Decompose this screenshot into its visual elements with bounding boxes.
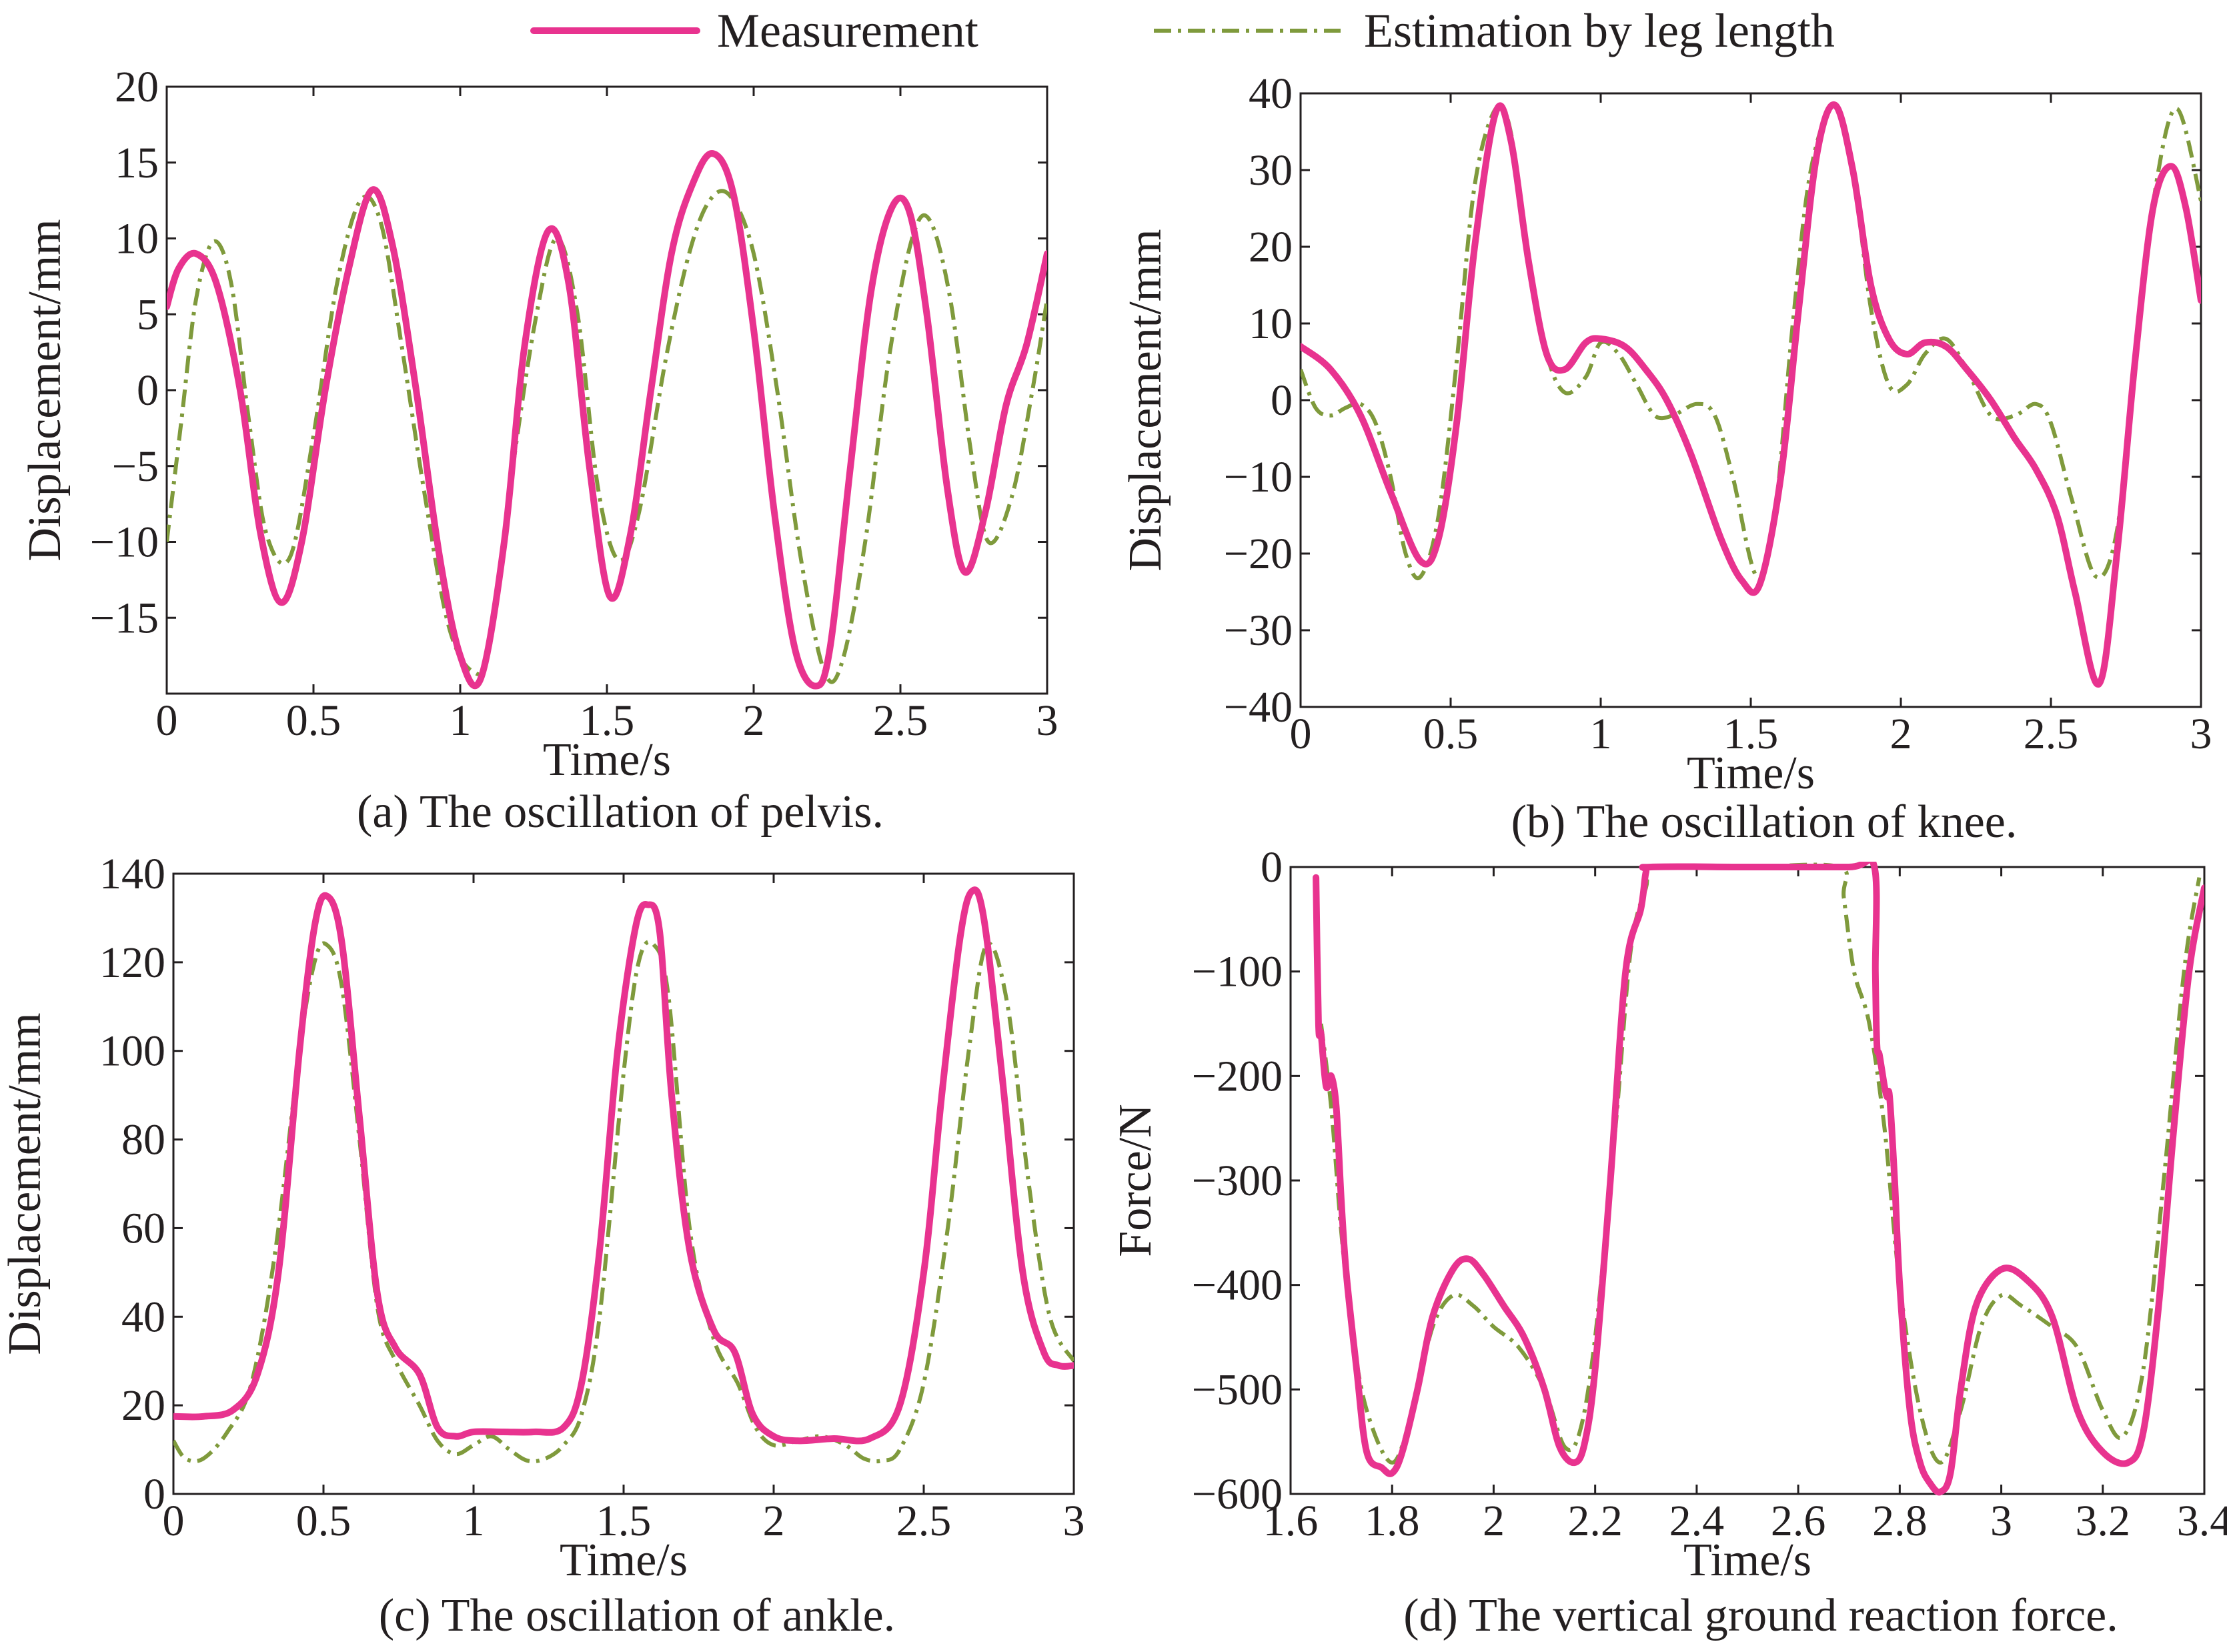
chart-panel-b: 0 0.5 1 1.5 2 2.5 3 40 30 20 10 0 −10 −20 −30 −40 Time/s… xyxy=(1120,69,2212,848)
x-tick-label: 1 xyxy=(1590,710,1612,758)
x-tick-label: 2 xyxy=(1890,710,1912,758)
series-estimation-line xyxy=(167,189,1047,684)
y-tick-label: 10 xyxy=(115,215,159,263)
y-tick-label: −300 xyxy=(1192,1156,1283,1205)
y-tick-label: −20 xyxy=(1224,530,1293,578)
x-tick-label: 3 xyxy=(1990,1497,2012,1545)
x-tick-label: 1 xyxy=(450,696,472,745)
y-tick-label: −200 xyxy=(1192,1052,1283,1100)
x-axis-label: Time/s xyxy=(543,734,671,786)
panel-caption: (a) The oscillation of pelvis. xyxy=(357,786,884,838)
y-tick-label: 15 xyxy=(115,139,159,187)
legend-measurement-label: Measurement xyxy=(717,4,978,57)
x-tick-label: 0.5 xyxy=(1423,710,1479,758)
x-tick-label: 3 xyxy=(2190,710,2212,758)
x-tick-label: 1.5 xyxy=(580,696,635,745)
y-tick-label: −10 xyxy=(90,518,159,567)
y-tick-label: −100 xyxy=(1192,948,1283,996)
y-tick-label: 20 xyxy=(1249,223,1293,271)
series-measurement-line xyxy=(167,150,1047,690)
x-tick-label: 1.6 xyxy=(1263,1497,1319,1545)
y-tick-label: 120 xyxy=(99,938,165,987)
legend-estimation-label: Estimation by leg length xyxy=(1364,4,1835,57)
y-tick-label: 30 xyxy=(1249,146,1293,195)
x-tick-label: 1.5 xyxy=(596,1497,652,1545)
y-tick-label: −600 xyxy=(1192,1470,1283,1519)
plot-frame xyxy=(165,85,1048,695)
x-tick-label: 1.5 xyxy=(1723,710,1779,758)
y-tick-label: 80 xyxy=(121,1116,165,1164)
y-axis-label: Displacement/mm xyxy=(1120,229,1171,571)
x-tick-label: 2 xyxy=(763,1497,785,1545)
chart-panel-a: 0 0.5 1 1.5 2 2.5 3 20 15 10 5 0 −5 −10 −15 Time/s Displ… xyxy=(19,63,1058,838)
x-tick-label: 0.5 xyxy=(286,696,341,745)
plot-frame xyxy=(1299,92,2202,708)
panel-caption: (d) The vertical ground reaction force. xyxy=(1403,1590,2118,1641)
y-tick-label: −30 xyxy=(1224,606,1293,655)
x-axis-label: Time/s xyxy=(1687,748,1815,799)
y-tick-label: 10 xyxy=(1249,299,1293,348)
panel-caption: (b) The oscillation of knee. xyxy=(1511,796,2018,848)
series-estimation-line xyxy=(1301,103,2201,580)
y-tick-label: −10 xyxy=(1224,453,1293,502)
x-tick-label: 2.5 xyxy=(873,696,928,745)
x-tick-label: 2.4 xyxy=(1669,1497,1725,1545)
x-tick-label: 2 xyxy=(1483,1497,1505,1545)
x-tick-label: 2.5 xyxy=(896,1497,952,1545)
x-tick-label: 0 xyxy=(156,696,178,745)
y-tick-label: −15 xyxy=(90,594,159,642)
y-axis-label: Displacement/mm xyxy=(0,1012,51,1355)
y-tick-label: 5 xyxy=(137,290,159,339)
x-tick-label: 2.6 xyxy=(1771,1497,1826,1545)
series-measurement-line xyxy=(1301,101,2201,688)
x-tick-label: 3 xyxy=(1036,696,1058,745)
x-tick-label: 3 xyxy=(1063,1497,1085,1545)
x-tick-label: 3.2 xyxy=(2076,1497,2131,1545)
legend: Measurement Estimation by leg length xyxy=(530,4,1835,57)
x-tick-label: 2.5 xyxy=(2024,710,2079,758)
series-measurement-line xyxy=(1313,862,2204,1496)
plot-frame xyxy=(1289,866,2206,1495)
x-axis-label: Time/s xyxy=(560,1535,688,1586)
y-tick-label: −5 xyxy=(112,442,159,491)
panel-caption: (c) The oscillation of ankle. xyxy=(379,1590,895,1641)
y-tick-label: 40 xyxy=(121,1293,165,1341)
y-tick-label: 40 xyxy=(1249,69,1293,118)
x-tick-label: 0 xyxy=(163,1497,185,1545)
x-tick-label: 0 xyxy=(1290,710,1312,758)
x-tick-label: 1 xyxy=(463,1497,485,1545)
y-tick-label: 20 xyxy=(121,1381,165,1430)
y-tick-label: −40 xyxy=(1224,683,1293,732)
y-tick-label: 0 xyxy=(1271,376,1293,425)
x-tick-label: 3.4 xyxy=(2177,1497,2227,1545)
y-tick-label: 0 xyxy=(137,366,159,415)
y-tick-label: 0 xyxy=(143,1470,165,1519)
x-tick-label: 1.8 xyxy=(1365,1497,1420,1545)
x-tick-label: 2.2 xyxy=(1567,1497,1623,1545)
y-tick-label: 100 xyxy=(99,1027,165,1076)
x-axis-label: Time/s xyxy=(1683,1535,1811,1586)
y-axis-label: Displacement/mm xyxy=(19,219,71,561)
chart-panel-c: 0 0.5 1 1.5 2 2.5 3 140 120 100 80 60 40 20 0 Time/s Dis… xyxy=(0,850,1085,1641)
y-tick-label: 140 xyxy=(99,850,165,898)
x-tick-label: 2.8 xyxy=(1872,1497,1928,1545)
chart-panel-d: 1.6 1.8 2 2.2 2.4 2.6 2.8 3 3.2 3.4 0 −100 −200 −300 −… xyxy=(1110,843,2227,1641)
series-measurement-line xyxy=(173,886,1074,1445)
y-tick-label: −500 xyxy=(1192,1365,1283,1414)
y-tick-label: 20 xyxy=(115,63,159,111)
series-estimation-line xyxy=(173,940,1074,1464)
y-axis-label: Force/N xyxy=(1110,1104,1161,1257)
x-tick-label: 2 xyxy=(743,696,765,745)
y-tick-label: 0 xyxy=(1261,843,1283,892)
y-tick-label: 60 xyxy=(121,1204,165,1253)
x-tick-label: 0.5 xyxy=(296,1497,351,1545)
y-tick-label: −400 xyxy=(1192,1261,1283,1310)
